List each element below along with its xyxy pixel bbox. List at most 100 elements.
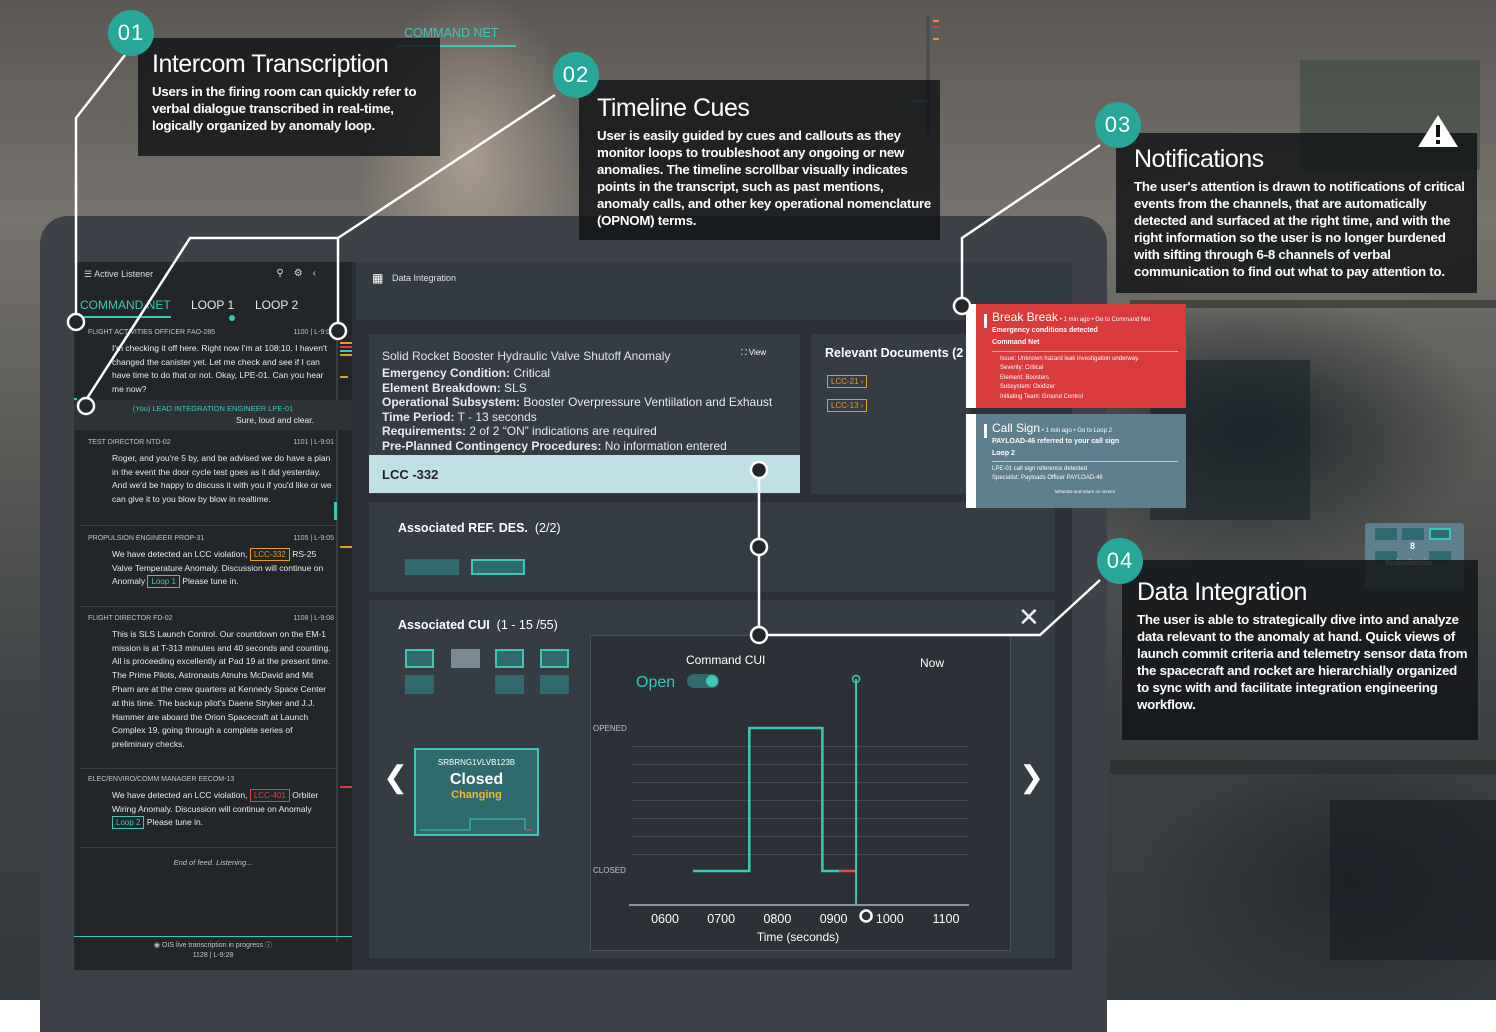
menu-icon[interactable]: ☰ <box>84 269 93 279</box>
speaker-name: (You) LEAD INTEGRATION ENGINEER LPE-01 <box>132 404 294 413</box>
document-label: LCC-13 <box>831 401 859 410</box>
detail-row: Element Breakdown: SLS <box>382 381 792 396</box>
minimize-hint[interactable]: Minimize and return on screen <box>1054 488 1116 494</box>
chevron-left-icon[interactable]: ‹ <box>312 268 326 279</box>
detail-key: Pre-Planned Contingency Procedures: <box>382 438 602 453</box>
record-icon: ◉ <box>153 942 161 949</box>
callout-text: The user's attention is drawn to notific… <box>1134 179 1465 279</box>
cui-item[interactable] <box>495 675 524 694</box>
leader-anchor <box>76 396 96 416</box>
x-ticks: 0600 0700 0800 0900 1000 1100 <box>591 912 1012 928</box>
tab-loop-2[interactable]: LOOP 2 <box>255 298 299 312</box>
divider <box>80 606 338 607</box>
chart-title: Command CUI <box>686 653 766 667</box>
timeline-marker <box>334 502 337 520</box>
detail-key: Operational Subsystem: <box>382 395 521 410</box>
status-text: OIS live transcription in progress <box>161 942 264 949</box>
gridline <box>631 800 969 801</box>
cui-item[interactable] <box>495 649 524 668</box>
x-tick-label: 0900 <box>819 912 848 926</box>
transcript-text: Sure, loud and clear. <box>236 415 314 425</box>
notification-meta[interactable]: • 1 min ago • Go to Loop 2 <box>1040 428 1112 434</box>
transcript-text: This is SLS Launch Control. Our countdow… <box>112 628 331 750</box>
detail-row: Time Period: T - 13 seconds <box>382 410 792 425</box>
y-tick-label: CLOSED <box>593 866 626 875</box>
document-link[interactable]: LCC-21 › <box>827 375 868 388</box>
cui-item[interactable] <box>405 649 434 668</box>
chevron-right-icon[interactable]: ❯ <box>1019 761 1045 794</box>
callout-title: Data Integration <box>1137 578 1307 606</box>
ref-des-item-selected[interactable] <box>471 559 525 575</box>
notification-meta[interactable]: • 1 min ago • Go to Command Net <box>1058 317 1151 323</box>
gridline <box>631 782 969 783</box>
background-monitor <box>1330 800 1496 960</box>
loop-chip[interactable]: Loop 2 <box>112 816 145 830</box>
divider <box>80 768 338 769</box>
detail-line: Specialist: Payloads Officer PAYLOAD-46 <box>992 475 1103 481</box>
lcc-chip[interactable]: LCC-332 <box>249 547 290 561</box>
lcc-chip[interactable]: LCC-401 <box>249 788 290 802</box>
timeline-cue[interactable] <box>340 786 352 788</box>
leader-anchor <box>952 296 972 316</box>
loop-chip[interactable]: Loop 1 <box>147 575 180 589</box>
document-link[interactable]: LCC-13 › <box>827 399 868 412</box>
tab-loop-1[interactable]: LOOP 1 <box>191 298 235 312</box>
x-axis-label: Time (seconds) <box>756 930 840 944</box>
transcript-text: Roger, and you're 5 by, and be advised w… <box>112 452 332 505</box>
view-label: View <box>748 348 767 357</box>
close-icon[interactable]: ✕ <box>1018 602 1040 632</box>
timeline-handle[interactable] <box>859 909 873 923</box>
lcc-banner[interactable]: LCC -332 <box>369 455 800 493</box>
notification-channel: Command Net <box>992 339 1040 346</box>
sidebar-header: ☰ Active Listener <box>84 269 153 280</box>
redundancy-cell <box>1429 528 1451 540</box>
search-icon[interactable]: ⚲ <box>276 268 294 279</box>
cui-item[interactable] <box>540 649 569 668</box>
alert-icon <box>984 314 987 328</box>
transcript-entry: TEST DIRECTOR NTD-02 1101 | L-9:01 Roger,… <box>88 436 334 507</box>
cui-item[interactable] <box>540 675 569 694</box>
series-line <box>693 726 840 873</box>
chevron-left-icon[interactable]: ❮ <box>383 761 409 794</box>
timestamp: 1100 | L-9:00 <box>293 329 334 336</box>
info-icon[interactable]: ⓘ <box>265 942 273 949</box>
detail-line: Initiating Team: Ground Control <box>1000 393 1083 400</box>
timeline-cue[interactable] <box>340 376 348 378</box>
callout-text: Users in the firing room can quickly ref… <box>152 84 417 133</box>
callout-text: User is easily guided by cues and callou… <box>597 128 932 228</box>
timeline-cue[interactable] <box>340 354 352 356</box>
cui-item[interactable] <box>405 675 434 694</box>
notification-line: Emergency conditions detected <box>992 326 1098 334</box>
cui-count: (1 - 15 /55) <box>496 618 558 632</box>
gear-icon[interactable]: ⚙ <box>293 268 313 279</box>
transcript-entry: ELEC/ENVIRO/COMM MANAGER EECOM-13 We hav… <box>88 773 334 830</box>
entry-header: TEST DIRECTOR NTD-02 1101 | L-9:01 <box>88 436 334 450</box>
view-button[interactable]: ⛶ View <box>741 348 766 358</box>
timeline-cue[interactable] <box>340 546 352 548</box>
notification-call-sign[interactable]: Call Sign • 1 min ago • Go to Loop 2 PAY… <box>966 414 1186 508</box>
leader-line-02-branch <box>84 236 338 401</box>
leader-line-02 <box>336 93 556 330</box>
notification-break-break[interactable]: Break Break • 1 min ago • Go to Command … <box>966 304 1186 408</box>
gridline <box>631 854 969 855</box>
status-timestamp: 1128 | L-9:28 <box>192 952 234 959</box>
ref-des-item[interactable] <box>405 559 459 575</box>
detail-key: Element Breakdown: <box>382 380 501 395</box>
transcript-entry: FLIGHT DIRECTOR FD-02 1108 | L-9:08 This … <box>88 612 334 752</box>
cui-item-active[interactable] <box>451 649 480 668</box>
sidebar-tools: ⚲⚙‹ <box>276 268 326 279</box>
timeline-scrollbar[interactable] <box>336 332 338 942</box>
speaker-name: FLIGHT DIRECTOR FD-02 <box>88 615 173 622</box>
command-cui-chart: Command CUI Open Now OPENED CLOSED 0600 0… <box>590 635 1011 951</box>
background-desk <box>1110 760 1496 774</box>
detail-value: Critical <box>513 366 551 380</box>
timeline-cue[interactable] <box>340 350 352 352</box>
notification-details: Issue: Unknown hazard leak investigation… <box>992 350 1178 403</box>
open-toggle[interactable] <box>687 674 719 688</box>
callout-data-integration: Data Integration The user is able to str… <box>1122 560 1478 740</box>
cui-status-card[interactable]: SRBRNG1VLVB123B Closed Changing <box>414 748 539 836</box>
timeline-cue[interactable] <box>340 346 352 348</box>
timeline-cue[interactable] <box>340 342 352 344</box>
notification-title: Break Break • 1 min ago • Go to Command … <box>992 311 1178 326</box>
